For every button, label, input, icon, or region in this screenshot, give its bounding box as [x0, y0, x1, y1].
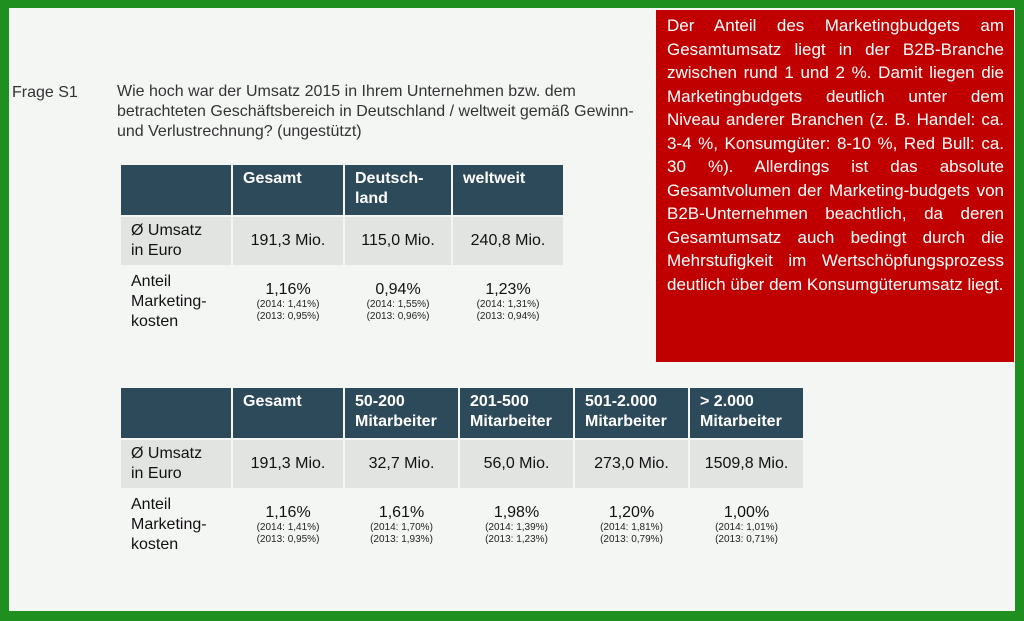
anteil-value: 1,98% — [493, 504, 540, 521]
table-header-row: Gesamt 50-200 Mitarbeiter 201-500 Mitarb… — [121, 388, 803, 438]
anteil-cell: 1,16% (2014: 1,41%) (2013: 0,95%) — [233, 490, 343, 560]
anteil-cell: 1,00% (2014: 1,01%) (2013: 0,71%) — [690, 490, 803, 560]
table-row-umsatz: Ø Umsatz in Euro 191,3 Mio. 115,0 Mio. 2… — [121, 217, 563, 265]
anteil-value: 0,94% — [375, 281, 421, 298]
header-over-2000: > 2.000 Mitarbeiter — [690, 388, 803, 438]
table-row-umsatz: Ø Umsatz in Euro 191,3 Mio. 32,7 Mio. 56… — [121, 440, 803, 488]
anteil-2013: (2013: 0,71%) — [715, 534, 778, 545]
header-deutschland: Deutsch- land — [345, 165, 451, 215]
anteil-2013: (2013: 1,93%) — [370, 534, 433, 545]
table-row-anteil: Anteil Marketing- kosten 1,16% (2014: 1,4… — [121, 267, 563, 337]
anteil-2014: (2014: 1,31%) — [476, 299, 540, 310]
umsatz-cell: 32,7 Mio. — [345, 440, 458, 488]
anteil-2013: (2013: 1,23%) — [485, 534, 548, 545]
table-size-comparison: Gesamt 50-200 Mitarbeiter 201-500 Mitarb… — [119, 386, 805, 562]
anteil-2014: (2014: 1,39%) — [485, 522, 548, 533]
row-label-umsatz: Ø Umsatz in Euro — [121, 217, 231, 265]
anteil-cell: 1,98% (2014: 1,39%) (2013: 1,23%) — [460, 490, 573, 560]
anteil-cell: 1,23% (2014: 1,31%) (2013: 0,94%) — [453, 267, 563, 337]
anteil-2014: (2014: 1,01%) — [715, 522, 778, 533]
anteil-value: 1,23% — [485, 281, 531, 298]
row-label-umsatz: Ø Umsatz in Euro — [121, 440, 231, 488]
anteil-2014: (2014: 1,81%) — [600, 522, 663, 533]
umsatz-cell: 240,8 Mio. — [453, 217, 563, 265]
header-gesamt: Gesamt — [233, 388, 343, 438]
anteil-2014: (2014: 1,41%) — [256, 299, 320, 310]
umsatz-cell: 191,3 Mio. — [233, 440, 343, 488]
table-header-row: Gesamt Deutsch- land weltweit — [121, 165, 563, 215]
anteil-2013: (2013: 0,95%) — [256, 534, 320, 545]
header-corner-cell — [121, 388, 231, 438]
anteil-2014: (2014: 1,55%) — [366, 299, 430, 310]
anteil-cell: 1,16% (2014: 1,41%) (2013: 0,95%) — [233, 267, 343, 337]
anteil-cell: 1,61% (2014: 1,70%) (2013: 1,93%) — [345, 490, 458, 560]
header-50-200: 50-200 Mitarbeiter — [345, 388, 458, 438]
anteil-value: 1,00% — [723, 504, 770, 521]
header-gesamt: Gesamt — [233, 165, 343, 215]
header-201-500: 201-500 Mitarbeiter — [460, 388, 573, 438]
header-weltweit: weltweit — [453, 165, 563, 215]
header-501-2000: 501-2.000 Mitarbeiter — [575, 388, 688, 438]
anteil-2013: (2013: 0,79%) — [600, 534, 663, 545]
row-label-anteil: Anteil Marketing- kosten — [121, 490, 231, 560]
umsatz-cell: 191,3 Mio. — [233, 217, 343, 265]
table-region-comparison: Gesamt Deutsch- land weltweit Ø Umsatz i… — [119, 163, 565, 339]
summary-callout: Der Anteil des Marketingbudgets am Gesam… — [656, 10, 1014, 362]
anteil-2014: (2014: 1,70%) — [370, 522, 433, 533]
anteil-2013: (2013: 0,96%) — [366, 311, 430, 322]
header-corner-cell — [121, 165, 231, 215]
row-label-anteil: Anteil Marketing- kosten — [121, 267, 231, 337]
table-row-anteil: Anteil Marketing- kosten 1,16% (2014: 1,4… — [121, 490, 803, 560]
anteil-2013: (2013: 0,95%) — [256, 311, 320, 322]
umsatz-cell: 115,0 Mio. — [345, 217, 451, 265]
anteil-cell: 1,20% (2014: 1,81%) (2013: 0,79%) — [575, 490, 688, 560]
anteil-2014: (2014: 1,41%) — [256, 522, 320, 533]
umsatz-cell: 1509,8 Mio. — [690, 440, 803, 488]
umsatz-cell: 56,0 Mio. — [460, 440, 573, 488]
anteil-value: 1,16% — [265, 504, 311, 521]
anteil-2013: (2013: 0,94%) — [476, 311, 540, 322]
anteil-cell: 0,94% (2014: 1,55%) (2013: 0,96%) — [345, 267, 451, 337]
question-text: Wie hoch war der Umsatz 2015 in Ihrem Un… — [117, 83, 634, 140]
anteil-value: 1,20% — [608, 504, 655, 521]
umsatz-cell: 273,0 Mio. — [575, 440, 688, 488]
question-id-label: Frage S1 — [12, 84, 78, 101]
anteil-value: 1,61% — [378, 504, 425, 521]
anteil-value: 1,16% — [265, 281, 311, 298]
